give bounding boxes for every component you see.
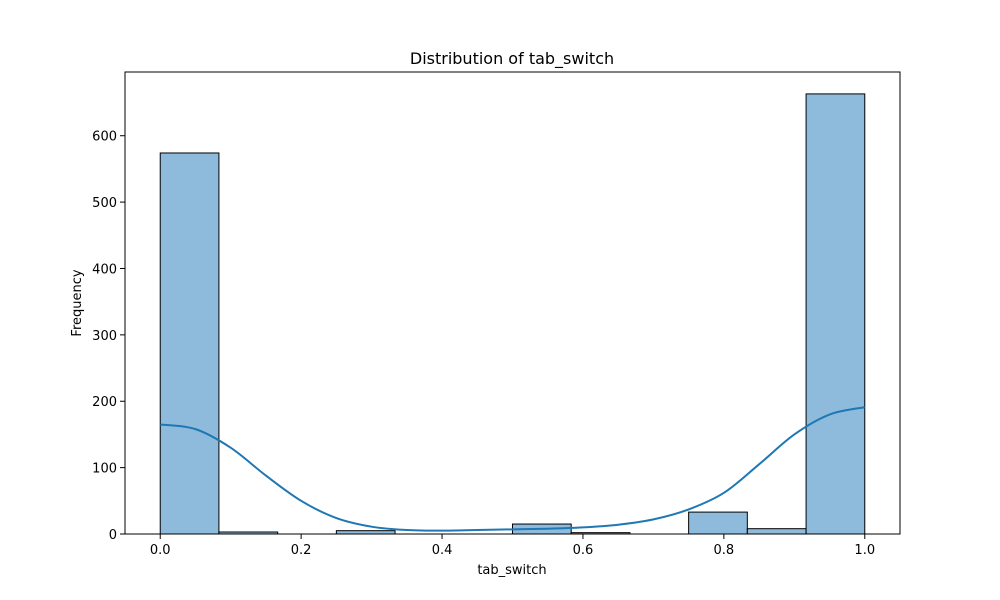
histogram-bar-10 xyxy=(747,529,806,534)
y-tick-label: 0 xyxy=(109,528,117,543)
x-tick-label: 0.2 xyxy=(291,543,312,558)
y-axis-ticks: 0 100 200 300 400 500 600 xyxy=(92,130,125,543)
x-axis-ticks: 0.0 0.2 0.4 0.6 0.8 1.0 xyxy=(150,534,875,558)
y-tick-label: 600 xyxy=(92,130,117,145)
x-tick-label: 0.8 xyxy=(714,543,735,558)
y-tick-label: 200 xyxy=(92,395,117,410)
y-axis-label: Frequency xyxy=(70,269,85,336)
x-tick-label: 0.4 xyxy=(432,543,453,558)
chart-title: Distribution of tab_switch xyxy=(410,49,614,69)
x-axis-label: tab_switch xyxy=(477,563,546,578)
histogram-bar-0 xyxy=(160,153,219,534)
x-tick-label: 1.0 xyxy=(854,543,875,558)
y-tick-label: 100 xyxy=(92,462,117,477)
histogram-bars xyxy=(160,94,865,534)
histogram-bar-9 xyxy=(689,512,748,534)
histogram-bar-11 xyxy=(806,94,865,534)
plot-frame xyxy=(125,72,900,534)
y-tick-label: 400 xyxy=(92,262,117,277)
x-tick-label: 0.0 xyxy=(150,543,171,558)
kde-curve xyxy=(160,407,865,530)
y-tick-label: 300 xyxy=(92,329,117,344)
y-tick-label: 500 xyxy=(92,196,117,211)
x-tick-label: 0.6 xyxy=(573,543,594,558)
